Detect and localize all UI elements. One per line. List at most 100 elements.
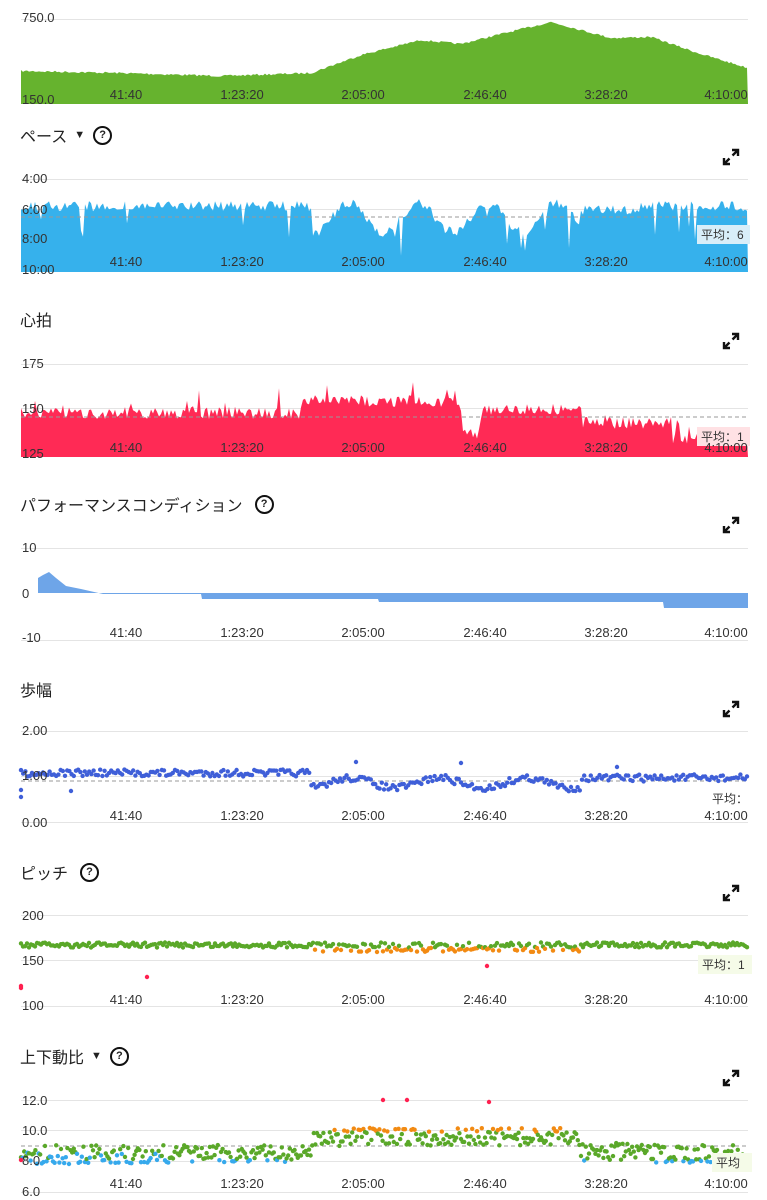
vertical-ratio-point [194, 1146, 200, 1151]
stride-point [388, 786, 393, 791]
vertical-ratio-title-text: 上下動比 [20, 1050, 85, 1067]
dropdown-caret-icon[interactable]: ▼ [74, 129, 86, 141]
stride-point [491, 786, 497, 791]
vertical-ratio-point [31, 1151, 36, 1156]
stride-point [133, 773, 138, 778]
vertical-ratio-point [38, 1152, 43, 1157]
expand-icon[interactable] [722, 516, 740, 534]
expand-icon[interactable] [722, 148, 740, 166]
vertical-ratio-point [618, 1157, 624, 1162]
vertical-ratio-point [423, 1134, 428, 1139]
vertical-ratio-point [108, 1160, 113, 1165]
pace-title[interactable]: ペース ▼ ? [20, 123, 113, 147]
x-label: 4:10:00 [704, 625, 748, 640]
expand-icon[interactable] [722, 884, 740, 902]
vertical-ratio-point [346, 1134, 352, 1139]
vertical-ratio-point [626, 1147, 632, 1153]
vertical-ratio-point [28, 1158, 33, 1163]
stride-point [373, 781, 378, 787]
cadence-point [494, 940, 500, 946]
gridline [21, 179, 748, 180]
help-icon[interactable]: ? [254, 494, 274, 514]
vertical-ratio-point [190, 1159, 195, 1164]
cadence-point [688, 944, 694, 949]
average-label: 平均 [712, 1153, 752, 1172]
y-label: 750.0 [22, 10, 55, 25]
stride-point [452, 781, 457, 787]
x-label: 3:28:20 [584, 808, 628, 823]
x-label: 3:28:20 [584, 254, 628, 269]
stride-point [659, 773, 664, 778]
stride-point [287, 768, 292, 773]
performance-area [38, 572, 748, 608]
vertical-ratio-point [359, 1134, 364, 1140]
vertical-ratio-point [298, 1153, 304, 1158]
x-label: 1:23:20 [220, 808, 264, 823]
vertical-ratio-point [364, 1130, 369, 1136]
gridline [21, 1161, 748, 1162]
vertical-ratio-point [558, 1126, 563, 1131]
vertical-ratio-point [462, 1139, 467, 1145]
vertical-ratio-point [583, 1144, 588, 1149]
vertical-ratio-point [679, 1146, 684, 1151]
vertical-ratio-point [391, 1139, 396, 1145]
stride-point [614, 764, 620, 770]
vertical-ratio-point [116, 1160, 121, 1165]
vertical-ratio-point [257, 1150, 262, 1155]
vertical-ratio-point [204, 1150, 209, 1156]
vertical-ratio-point [500, 1131, 505, 1136]
cadence-point [460, 944, 466, 949]
cadence-point [452, 949, 458, 954]
dropdown-caret-icon[interactable]: ▼ [91, 1050, 102, 1062]
stride-point [155, 768, 160, 774]
vertical-ratio-point [65, 1145, 70, 1151]
vertical-ratio-point [702, 1143, 707, 1149]
vertical-ratio-point [492, 1136, 497, 1141]
stride-point [56, 772, 61, 777]
expand-icon[interactable] [722, 700, 740, 718]
stride-point [199, 769, 204, 774]
cadence-point [744, 945, 750, 950]
vertical-ratio-point [644, 1148, 649, 1153]
cadence-point [144, 974, 150, 980]
x-label: 41:40 [109, 1176, 143, 1191]
cadence-point [362, 942, 368, 947]
stride-point [540, 776, 545, 781]
vertical-ratio-point [326, 1140, 331, 1145]
vertical-ratio-point [335, 1132, 340, 1137]
stride-point [379, 780, 384, 785]
vertical-ratio-point [140, 1154, 145, 1159]
help-icon[interactable]: ? [109, 1046, 129, 1066]
stride-title: 歩幅 [20, 677, 52, 701]
vertical-ratio-point [52, 1160, 57, 1165]
vertical-ratio-point [265, 1158, 270, 1163]
cadence-point [152, 942, 158, 947]
expand-icon[interactable] [722, 332, 740, 350]
help-icon[interactable]: ? [93, 125, 113, 145]
expand-icon[interactable] [722, 1069, 740, 1087]
stride-point [423, 775, 428, 780]
vertical-ratio-title[interactable]: 上下動比 ▼ ? [20, 1044, 129, 1068]
cadence-point [496, 948, 502, 953]
vertical-ratio-point [482, 1135, 488, 1140]
vertical-ratio-point [518, 1143, 523, 1148]
vertical-ratio-point [329, 1135, 334, 1140]
help-icon[interactable]: ? [80, 862, 100, 882]
cadence-point [454, 942, 460, 947]
cadence-point [318, 942, 324, 947]
vertical-ratio-point [148, 1155, 153, 1161]
vertical-ratio-point [470, 1126, 475, 1131]
vertical-ratio-point [92, 1155, 97, 1160]
vertical-ratio-point [695, 1147, 700, 1152]
cadence-point [560, 947, 566, 953]
stride-point [577, 788, 582, 793]
vertical-ratio-point [607, 1157, 612, 1162]
x-label: 2:46:40 [463, 1176, 507, 1191]
stride-point [80, 773, 85, 779]
vertical-ratio-point [177, 1153, 182, 1158]
vertical-ratio-point [574, 1131, 579, 1137]
cadence-point [348, 948, 354, 953]
y-label: 150.0 [22, 92, 55, 107]
vertical-ratio-point [271, 1150, 276, 1155]
cadence-point [232, 941, 238, 946]
